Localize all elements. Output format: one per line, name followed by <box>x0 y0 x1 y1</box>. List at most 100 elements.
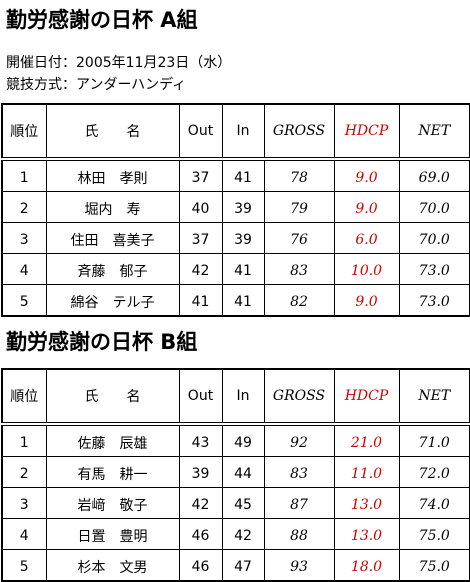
data-cell: 75.0 <box>398 549 470 582</box>
data-row: 5 綿谷 テル子 41 41 82 9.0 73.0 <box>1 284 470 317</box>
header-cell: GROSS <box>263 103 335 161</box>
data-cell: 39 <box>221 222 265 254</box>
info-line: 開催日付：2005年11月23日（水） <box>6 55 232 71</box>
data-cell: 40 <box>178 191 223 223</box>
header-cell: 氏 名 <box>45 368 180 426</box>
data-cell: 9.0 <box>333 284 400 317</box>
header-cell: In <box>221 103 265 161</box>
data-cell: 71.0 <box>398 423 470 457</box>
data-cell: 46 <box>178 549 223 582</box>
header-cell: 順位 <box>1 103 47 161</box>
data-row: 2 有馬 耕一 39 44 83 11.0 72.0 <box>1 456 470 488</box>
data-cell: 49 <box>221 423 265 457</box>
data-cell: 41 <box>178 284 223 317</box>
data-cell: 44 <box>221 456 265 488</box>
data-cell: 39 <box>178 456 223 488</box>
score-table: 順位氏 名 Out In GROSS HDCP NET 1 佐藤 辰雄 43 49 92 21.0 71… <box>1 368 470 582</box>
header-row: 順位氏 名 Out In GROSS HDCP NET <box>1 103 470 161</box>
data-cell: 73.0 <box>398 253 470 285</box>
header-cell: NET <box>398 103 470 161</box>
header-cell: NET <box>398 368 470 426</box>
data-cell: 1 <box>1 158 47 192</box>
data-cell: 10.0 <box>333 253 400 285</box>
data-cell: 日置 豊明 <box>45 518 180 550</box>
data-cell: 42 <box>178 487 223 519</box>
data-cell: 47 <box>221 549 265 582</box>
data-cell: 70.0 <box>398 222 470 254</box>
data-cell: 92 <box>263 423 335 457</box>
data-cell: 杉本 文男 <box>45 549 180 582</box>
data-row: 5 杉本 文男 46 47 93 18.0 75.0 <box>1 549 470 582</box>
data-cell: 79 <box>263 191 335 223</box>
data-row: 3 住田 喜美子 37 39 76 6.0 70.0 <box>1 222 470 254</box>
header-cell: HDCP <box>333 103 400 161</box>
data-cell: 72.0 <box>398 456 470 488</box>
data-cell: 83 <box>263 456 335 488</box>
data-cell: 82 <box>263 284 335 317</box>
data-cell: 11.0 <box>333 456 400 488</box>
data-cell: 9.0 <box>333 191 400 223</box>
score-table: 順位氏 名 Out In GROSS HDCP NET 1 林田 孝則 37 41 78 9.0 69.… <box>1 103 470 317</box>
data-row: 2 堀内 寿 40 39 79 9.0 70.0 <box>1 191 470 223</box>
data-cell: 41 <box>221 253 265 285</box>
data-cell: 6.0 <box>333 222 400 254</box>
header-cell: HDCP <box>333 368 400 426</box>
data-cell: 9.0 <box>333 158 400 192</box>
data-cell: 88 <box>263 518 335 550</box>
header-cell: 氏 名 <box>45 103 180 161</box>
page: {"sections": [ {"title": "勤労感謝の日杯 A組", "… <box>1 8 470 582</box>
data-cell: 70.0 <box>398 191 470 223</box>
data-cell: 13.0 <box>333 487 400 519</box>
data-cell: 76 <box>263 222 335 254</box>
header-cell: 順位 <box>1 368 47 426</box>
header-cell: In <box>221 368 265 426</box>
data-cell: 87 <box>263 487 335 519</box>
data-cell: 住田 喜美子 <box>45 222 180 254</box>
section-title: 勤労感謝の日杯 A組 <box>6 8 198 32</box>
data-cell: 83 <box>263 253 335 285</box>
data-cell: 37 <box>178 222 223 254</box>
data-cell: 4 <box>1 253 47 285</box>
data-cell: 有馬 耕一 <box>45 456 180 488</box>
data-cell: 73.0 <box>398 284 470 317</box>
data-cell: 4 <box>1 518 47 550</box>
data-cell: 2 <box>1 191 47 223</box>
data-cell: 46 <box>178 518 223 550</box>
data-cell: 林田 孝則 <box>45 158 180 192</box>
data-cell: 42 <box>178 253 223 285</box>
data-cell: 18.0 <box>333 549 400 582</box>
data-row: 4 日置 豊明 46 42 88 13.0 75.0 <box>1 518 470 550</box>
data-cell: 綿谷 テル子 <box>45 284 180 317</box>
data-cell: 45 <box>221 487 265 519</box>
data-cell: 75.0 <box>398 518 470 550</box>
header-row: 順位氏 名 Out In GROSS HDCP NET <box>1 368 470 426</box>
data-cell: 斉藤 郁子 <box>45 253 180 285</box>
data-cell: 78 <box>263 158 335 192</box>
section-title: 勤労感謝の日杯 B組 <box>6 330 198 354</box>
data-row: 3 岩﨑 敬子 42 45 87 13.0 74.0 <box>1 487 470 519</box>
data-cell: 2 <box>1 456 47 488</box>
data-row: 1 林田 孝則 37 41 78 9.0 69.0 <box>1 158 470 192</box>
data-cell: 岩﨑 敬子 <box>45 487 180 519</box>
data-cell: 39 <box>221 191 265 223</box>
data-cell: 13.0 <box>333 518 400 550</box>
header-cell: GROSS <box>263 368 335 426</box>
data-cell: 74.0 <box>398 487 470 519</box>
data-cell: 37 <box>178 158 223 192</box>
data-cell: 佐藤 辰雄 <box>45 423 180 457</box>
data-cell: 21.0 <box>333 423 400 457</box>
header-cell: Out <box>178 103 223 161</box>
data-cell: 93 <box>263 549 335 582</box>
data-cell: 堀内 寿 <box>45 191 180 223</box>
data-cell: 42 <box>221 518 265 550</box>
data-cell: 5 <box>1 549 47 582</box>
data-cell: 3 <box>1 487 47 519</box>
data-cell: 69.0 <box>398 158 470 192</box>
info-line: 競技方式：アンダーハンディ <box>6 77 187 93</box>
data-cell: 3 <box>1 222 47 254</box>
data-row: 4 斉藤 郁子 42 41 83 10.0 73.0 <box>1 253 470 285</box>
data-cell: 1 <box>1 423 47 457</box>
data-cell: 5 <box>1 284 47 317</box>
data-row: 1 佐藤 辰雄 43 49 92 21.0 71.0 <box>1 423 470 457</box>
data-cell: 41 <box>221 158 265 192</box>
